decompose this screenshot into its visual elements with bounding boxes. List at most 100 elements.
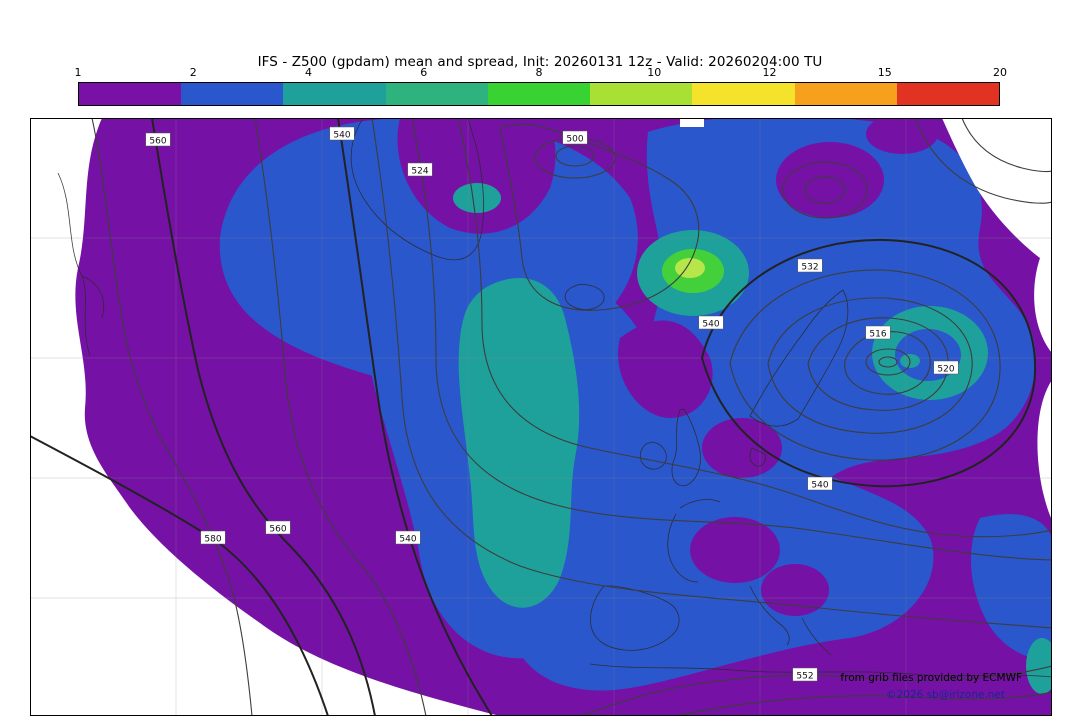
iberia-coastline: [590, 585, 680, 651]
greece-coastline: [801, 617, 832, 656]
chart-title: IFS - Z500 (gpdam) mean and spread, Init…: [257, 54, 823, 70]
spread-fill-purple-balkans: [761, 564, 829, 616]
colorbar-tick-labels: 1 2 4 6 8 10 12 15 20: [74, 64, 1008, 80]
colorbar: 1 2 4 6 8 10 12 15 20: [74, 64, 1008, 106]
contour-label-value: 560: [149, 137, 166, 147]
spread-fill-purple-northeast-2: [866, 118, 938, 154]
uk-coastline: [671, 408, 701, 487]
contour-label-box: [807, 476, 833, 491]
contour-label-box: [698, 315, 724, 330]
spread-fill-white-northeast: [942, 118, 1052, 353]
denmark-coastline: [749, 447, 766, 467]
contour-line-540: [337, 118, 493, 716]
iceland-coastline: [564, 283, 605, 310]
contour-label-box: [329, 126, 355, 141]
labrador-coastline: [57, 172, 105, 357]
contour-label-box: [145, 132, 171, 147]
spread-fill-purple-greenland: [397, 118, 556, 234]
height-contours: [30, 118, 1052, 716]
colorbar-tick: 15: [877, 66, 892, 79]
spread-fill-blue-east: [646, 118, 1036, 496]
spread-fill-regions: [30, 118, 1052, 716]
contour-label-value: 540: [333, 131, 350, 141]
map-border: [30, 118, 1052, 716]
contour-label-value: 500: [566, 135, 583, 145]
attribution-copyright: ©2026 sb@irizone.net: [886, 689, 1005, 701]
colorbar-tick: 6: [420, 66, 428, 79]
contour-label-box: [792, 667, 818, 682]
contour-line-524: [411, 118, 1052, 561]
colorbar-scale: [78, 82, 1000, 106]
contour-line-552: [581, 665, 1052, 716]
contour-label-box: [562, 130, 588, 145]
contour-label-value: 524: [411, 167, 428, 177]
contour-label-value: 560: [269, 525, 286, 535]
colorbar-tick: 8: [535, 66, 543, 79]
contour-label-value: 540: [399, 535, 416, 545]
colorbar-tick: 10: [647, 66, 662, 79]
contour-label-box: [407, 162, 433, 177]
contour-line-536: [371, 118, 1052, 629]
contour-loop-540: [700, 238, 1037, 488]
contour-label-box: [865, 325, 891, 340]
colorbar-tick: 1: [74, 66, 82, 79]
contour-loop-polar-low-inner: [555, 145, 595, 167]
contour-loop-512: [865, 348, 911, 376]
colorbar-tick: 20: [993, 66, 1007, 79]
contour-label-value: 580: [204, 535, 221, 545]
contour-label-value: 520: [937, 365, 954, 375]
ireland-coastline: [639, 441, 667, 470]
contour-label-box: [265, 520, 291, 535]
spread-fill-purple-alps: [690, 517, 780, 583]
contour-label-value: 540: [702, 320, 719, 330]
contour-line-520: [457, 118, 1052, 538]
colorbar-tick: 12: [762, 66, 777, 79]
spread-fill-white-east-sliver: [1037, 380, 1052, 520]
contour-label-box: [395, 530, 421, 545]
spread-fill-teal-southeast: [1026, 638, 1052, 694]
contour-label-box: [200, 530, 226, 545]
map-area: 560 540 524 500 532 540 516 520 540 560 580 540 552 …: [30, 118, 1052, 716]
contour-line: [254, 118, 427, 716]
colorbar-segment: [794, 83, 897, 105]
colorbar-segment: [896, 83, 999, 105]
attribution-ecmwf: from grib files provided by ECMWF: [840, 672, 1022, 684]
contour-loop-532: [729, 269, 1001, 461]
contour-line: [91, 118, 253, 716]
contour-label-box: [933, 360, 959, 375]
colorbar-segment: [487, 83, 591, 105]
colorbar-tick: 2: [189, 66, 197, 79]
contour-loop-508: [878, 356, 898, 368]
france-coastline: [667, 499, 721, 583]
spread-fill-teal-atlantic: [458, 278, 580, 608]
contour-line: [674, 691, 1052, 716]
contour-label-value: 532: [801, 263, 818, 273]
colorbar-tick: 4: [305, 66, 312, 79]
scandinavia-coastline: [749, 289, 849, 427]
contour-line: [914, 118, 1052, 204]
coastlines: [57, 118, 1052, 678]
contour-label-box: [797, 258, 823, 273]
colorbar-segment: [692, 83, 795, 105]
greenland-coastline: [350, 118, 484, 261]
spread-fill-teal-north: [453, 183, 501, 213]
colorbar-segment: [283, 83, 386, 105]
spread-fill-blue-right-edge: [970, 514, 1052, 659]
mediterranean-coastline: [589, 663, 1052, 678]
colorbar-segment: [590, 83, 693, 105]
italy-coastline: [749, 585, 790, 646]
colorbar-segment: [79, 83, 182, 105]
colorbar-segment: [385, 83, 488, 105]
spread-fill-purple-northeast: [776, 142, 884, 218]
spread-fill-purple-midband: [618, 320, 713, 418]
colorbar-segment: [181, 83, 284, 105]
contour-labels: 560 540 524 500 532 540 516 520 540 560 580 540 552: [145, 126, 959, 682]
spread-fill-white-west: [30, 118, 500, 716]
contour-loop-524: [767, 297, 973, 434]
contour-loop-ne-low: [782, 161, 868, 219]
contour-line: [961, 118, 1052, 173]
contour-line-560: [151, 118, 376, 716]
spread-fill-purple-baltic: [702, 418, 782, 478]
